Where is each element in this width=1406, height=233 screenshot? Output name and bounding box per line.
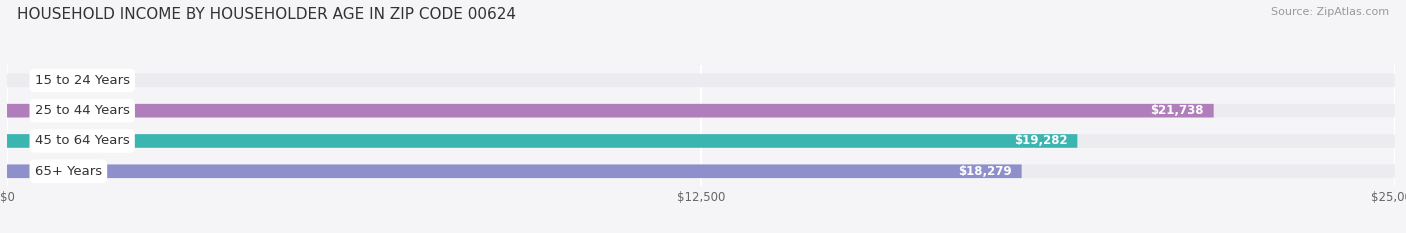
FancyBboxPatch shape <box>7 134 1395 148</box>
Text: 15 to 24 Years: 15 to 24 Years <box>35 74 129 87</box>
Text: $18,279: $18,279 <box>957 165 1012 178</box>
FancyBboxPatch shape <box>7 134 1077 148</box>
FancyBboxPatch shape <box>7 104 1213 117</box>
Text: 45 to 64 Years: 45 to 64 Years <box>35 134 129 147</box>
Text: 65+ Years: 65+ Years <box>35 165 101 178</box>
FancyBboxPatch shape <box>7 74 1395 87</box>
Text: $0: $0 <box>30 74 45 87</box>
FancyBboxPatch shape <box>7 164 1022 178</box>
FancyBboxPatch shape <box>7 104 1395 117</box>
Text: $21,738: $21,738 <box>1150 104 1204 117</box>
Text: Source: ZipAtlas.com: Source: ZipAtlas.com <box>1271 7 1389 17</box>
Text: $19,282: $19,282 <box>1014 134 1067 147</box>
FancyBboxPatch shape <box>7 164 1395 178</box>
Text: 25 to 44 Years: 25 to 44 Years <box>35 104 129 117</box>
Text: HOUSEHOLD INCOME BY HOUSEHOLDER AGE IN ZIP CODE 00624: HOUSEHOLD INCOME BY HOUSEHOLDER AGE IN Z… <box>17 7 516 22</box>
